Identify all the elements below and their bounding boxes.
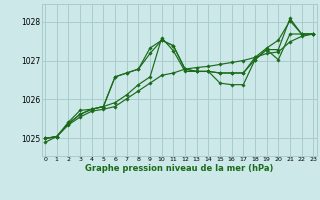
- X-axis label: Graphe pression niveau de la mer (hPa): Graphe pression niveau de la mer (hPa): [85, 164, 273, 173]
